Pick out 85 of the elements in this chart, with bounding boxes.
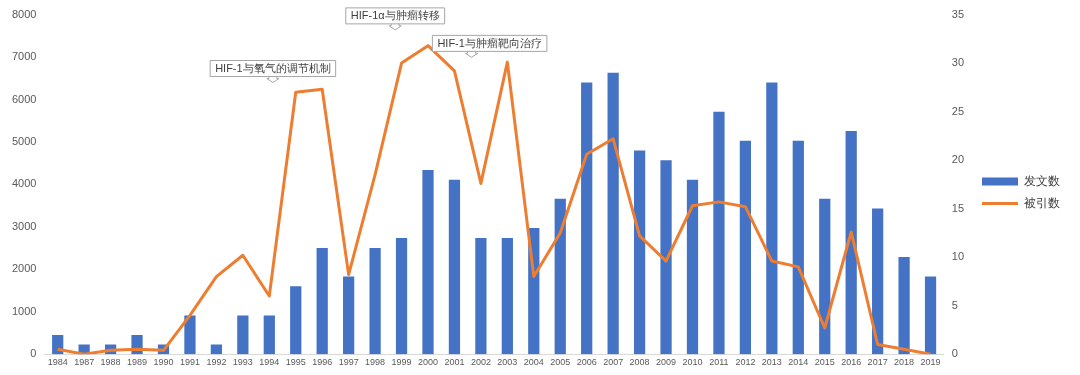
x-tick-label: 2010 xyxy=(682,357,703,368)
bar xyxy=(898,256,910,355)
y-tick-label: 1000 xyxy=(11,304,37,317)
x-tick-label: 1984 xyxy=(47,357,68,368)
x-tick-label: 2014 xyxy=(788,357,809,368)
y2-tick-label: 5 xyxy=(951,298,958,311)
y-tick-label: 4000 xyxy=(11,177,37,190)
x-tick-label: 2012 xyxy=(735,357,756,368)
x-tick-label: 2002 xyxy=(470,357,491,368)
annotation: HIF-1与氧气的调节机制 xyxy=(215,62,331,75)
bar xyxy=(581,82,593,355)
bar xyxy=(713,111,725,355)
x-tick-label: 2004 xyxy=(523,357,544,368)
y-tick-label: 5000 xyxy=(11,134,37,147)
x-tick-label: 2003 xyxy=(497,357,518,368)
bar xyxy=(766,82,778,355)
y-tick-label: 3000 xyxy=(11,219,37,232)
x-tick-label: 2001 xyxy=(444,357,465,368)
bar xyxy=(686,179,699,355)
bar xyxy=(872,208,884,355)
x-tick-label: 2006 xyxy=(576,357,597,368)
bar xyxy=(184,315,196,355)
legend-label: 发文数 xyxy=(1024,173,1060,188)
x-tick-label: 2008 xyxy=(629,357,650,368)
x-tick-label: 1994 xyxy=(259,357,280,368)
bar xyxy=(475,237,487,355)
x-tick-label: 2013 xyxy=(761,357,782,368)
x-tick-label: 2000 xyxy=(417,357,439,368)
bar xyxy=(819,198,831,355)
y2-tick-label: 0 xyxy=(951,347,958,360)
y-tick-label: 6000 xyxy=(11,92,37,105)
x-tick-label: 2007 xyxy=(603,357,624,368)
x-tick-label: 1993 xyxy=(232,357,253,368)
x-tick-label: 1991 xyxy=(179,357,200,368)
x-tick-label: 2005 xyxy=(550,357,571,368)
y2-tick-label: 30 xyxy=(951,56,965,69)
bar xyxy=(845,130,857,355)
bar xyxy=(554,198,566,355)
bar xyxy=(633,150,646,355)
annotation: HIF-1与肿瘤靶向治疗 xyxy=(437,36,542,49)
x-tick-label: 2009 xyxy=(656,357,677,368)
x-tick-label: 1990 xyxy=(153,357,174,368)
x-tick-label: 1995 xyxy=(285,357,306,368)
bar xyxy=(263,315,275,355)
legend-label: 被引数 xyxy=(1024,195,1060,210)
bar xyxy=(792,140,804,355)
y-tick-label: 0 xyxy=(30,347,37,360)
bar xyxy=(395,237,408,355)
x-tick-label: 2019 xyxy=(920,357,941,368)
bar xyxy=(52,335,64,355)
y2-tick-label: 15 xyxy=(951,201,965,214)
bar xyxy=(316,248,328,355)
x-tick-label: 2015 xyxy=(814,357,835,368)
x-tick-label: 2018 xyxy=(894,357,915,368)
y-tick-label: 2000 xyxy=(11,262,37,275)
bar xyxy=(343,276,355,355)
y2-tick-label: 35 xyxy=(951,7,965,20)
x-tick-label: 1999 xyxy=(391,357,412,368)
bar xyxy=(660,160,672,355)
y-tick-label: 7000 xyxy=(11,50,37,63)
y2-tick-label: 10 xyxy=(951,250,965,263)
x-tick-label: 1989 xyxy=(127,357,148,368)
x-tick-label: 1987 xyxy=(74,357,95,368)
bar xyxy=(369,248,381,355)
y-tick-label: 8000 xyxy=(11,7,37,20)
bar xyxy=(924,276,937,355)
bar xyxy=(448,179,461,355)
x-tick-label: 1996 xyxy=(312,357,333,368)
bar xyxy=(237,315,249,355)
bar xyxy=(290,286,302,355)
x-tick-label: 2017 xyxy=(867,357,888,368)
bar xyxy=(501,237,513,355)
bar xyxy=(739,140,752,355)
bar xyxy=(210,344,223,355)
x-tick-label: 1988 xyxy=(100,357,121,368)
bar xyxy=(607,72,619,355)
x-tick-label: 2016 xyxy=(841,357,862,368)
x-tick-label: 1997 xyxy=(338,357,359,368)
annotation: HIF-1α与肿瘤转移 xyxy=(350,9,440,22)
y2-tick-label: 25 xyxy=(951,104,965,117)
x-tick-label: 1998 xyxy=(365,357,386,368)
x-tick-label: 1992 xyxy=(206,357,227,368)
y2-tick-label: 20 xyxy=(951,153,965,166)
bar xyxy=(422,169,434,355)
x-tick-label: 2011 xyxy=(709,357,729,368)
